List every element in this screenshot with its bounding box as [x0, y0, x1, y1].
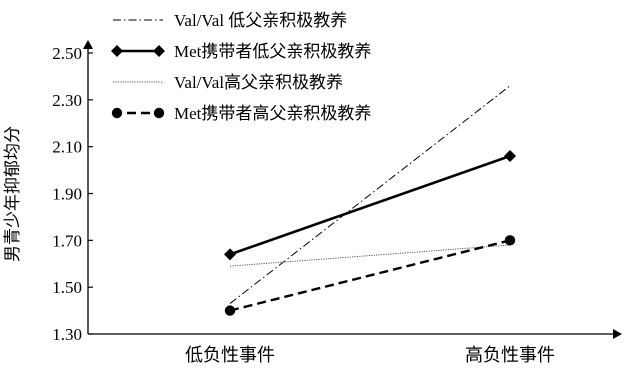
y-tick-label: 1.50 — [52, 278, 82, 297]
series-line-1 — [229, 85, 511, 304]
data-point-2 — [504, 150, 516, 163]
y-tick-label: 1.30 — [52, 325, 82, 344]
data-point-4 — [224, 305, 236, 316]
legend-label-1: Val/Val 低父亲积极教养 — [174, 11, 347, 30]
series-line-3 — [229, 244, 511, 267]
x-category-label: 高负性事件 — [465, 345, 555, 365]
x-category-label: 低负性事件 — [185, 345, 275, 365]
data-point-4 — [504, 235, 516, 246]
y-tick-label: 2.50 — [52, 44, 82, 63]
series-lines — [224, 85, 516, 316]
legend-marker-4 — [111, 107, 123, 119]
data-point-2 — [224, 248, 236, 261]
series-line-4 — [229, 239, 511, 312]
y-axis-title: 男青少年抑郁均分 — [3, 126, 22, 262]
axes: 1.30 1.50 1.70 1.90 2.10 2.30 2.50 低负性事件 高负性事件 男青… — [3, 40, 622, 365]
legend-marker-4 — [153, 107, 165, 119]
legend: Val/Val 低父亲积极教养 Met携带者低父亲积极教养 Val/Val高父亲积极… — [111, 11, 371, 123]
y-tick-label: 1.70 — [52, 231, 82, 250]
y-axis-arrow — [83, 40, 93, 49]
legend-marker-2 — [153, 45, 165, 57]
y-tick-label: 2.10 — [52, 138, 82, 157]
legend-marker-2 — [111, 45, 123, 57]
legend-label-3: Val/Val高父亲积极教养 — [174, 73, 343, 92]
series-line-2 — [229, 154, 511, 256]
y-tick-label: 1.90 — [52, 185, 82, 204]
legend-label-2: Met携带者低父亲积极教养 — [174, 42, 371, 61]
legend-label-4: Met携带者高父亲积极教养 — [174, 104, 371, 123]
x-axis-arrow — [613, 329, 622, 339]
y-tick-label: 2.30 — [52, 91, 82, 110]
